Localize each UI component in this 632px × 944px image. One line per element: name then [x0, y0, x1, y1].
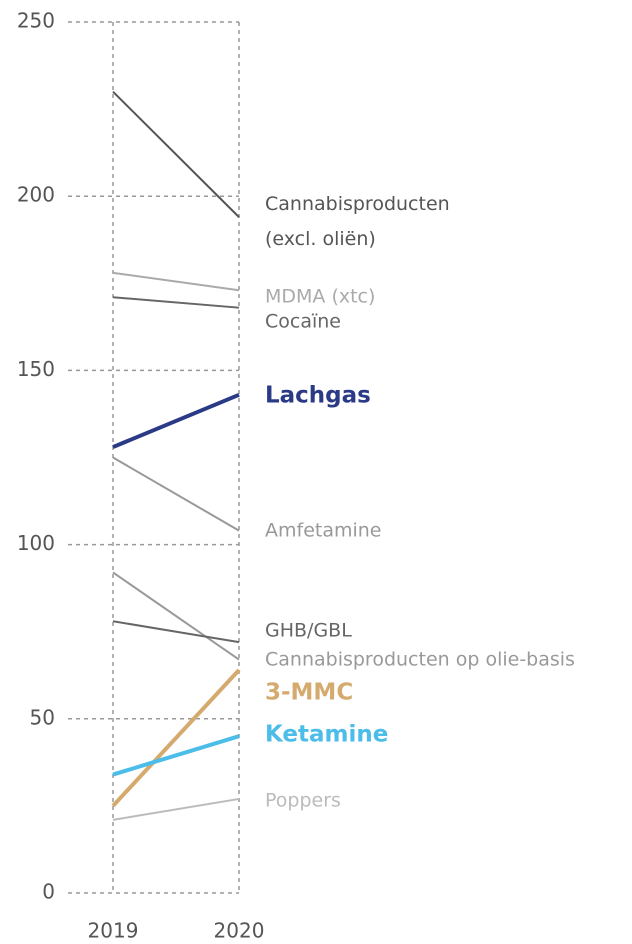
series-label: Poppers	[265, 789, 341, 812]
slope-line	[112, 296, 240, 309]
series-label: Cannabisproducten (excl. oliën)	[265, 193, 450, 250]
slope-line	[111, 668, 241, 808]
slope-line	[112, 571, 240, 661]
slope-line	[112, 456, 240, 532]
series-label: GHB/GBL	[265, 619, 352, 642]
slope-line	[112, 271, 240, 292]
x-tick-label: 2020	[214, 919, 265, 943]
slope-line	[112, 620, 240, 644]
x-tick-label: 2019	[88, 919, 139, 943]
y-tick-label: 250	[17, 9, 55, 33]
y-tick-label: 150	[17, 357, 55, 381]
series-label: Amfetamine	[265, 519, 382, 542]
slope-line	[112, 734, 240, 777]
series-label: 3-MMC	[265, 679, 354, 706]
y-tick-label: 0	[42, 880, 55, 904]
series-label: Lachgas	[265, 382, 371, 409]
y-tick-label: 100	[17, 531, 55, 555]
series-label: Cannabisproducten op olie-basis	[265, 648, 575, 671]
y-tick-label: 200	[17, 183, 55, 207]
series-label: Ketamine	[265, 721, 389, 748]
series-label: Cocaïne	[265, 310, 341, 333]
slope-line	[112, 90, 240, 218]
slope-line	[112, 392, 240, 449]
series-label: MDMA (xtc)	[265, 285, 376, 308]
y-tick-label: 50	[30, 705, 55, 729]
slope-line	[112, 797, 240, 821]
